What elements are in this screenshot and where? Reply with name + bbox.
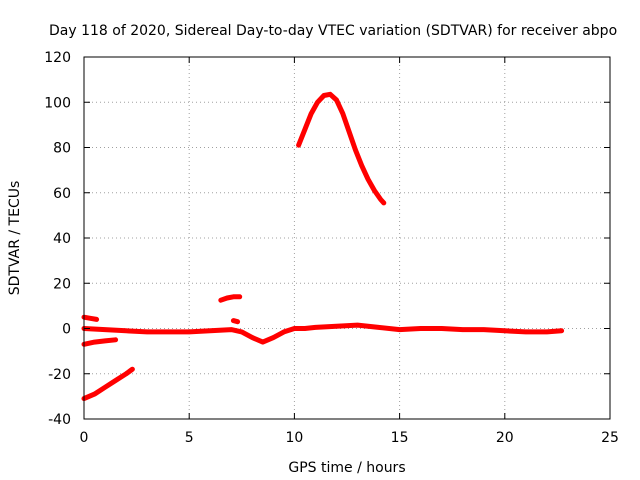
y-tick-label: -40 bbox=[48, 412, 71, 428]
chart-title: Day 118 of 2020, Sidereal Day-to-day VTE… bbox=[49, 23, 617, 39]
x-tick-label: 15 bbox=[391, 430, 409, 446]
y-tick-label: 20 bbox=[53, 276, 71, 292]
x-tick-label: 5 bbox=[185, 430, 194, 446]
series-track-peak bbox=[296, 91, 387, 206]
y-tick-label: 60 bbox=[53, 186, 71, 202]
x-tick-label: 10 bbox=[285, 430, 303, 446]
series-track-ramp bbox=[81, 366, 135, 402]
data-series bbox=[81, 91, 565, 402]
axis-ticks: 0 5 10 15 20 25 -40 -20 0 20 40 60 80 100 120 bbox=[44, 50, 619, 446]
y-tick-label: 0 bbox=[62, 322, 71, 338]
y-axis-label: SDTVAR / TECUs bbox=[7, 181, 23, 296]
y-tick-label: 100 bbox=[44, 95, 71, 111]
series-track-short-high bbox=[218, 294, 243, 303]
plot-frame bbox=[83, 56, 611, 420]
y-tick-label: 120 bbox=[44, 50, 71, 66]
series-track-short-mid bbox=[230, 318, 241, 325]
x-axis-label: GPS time / hours bbox=[288, 460, 405, 476]
series-track-baseline bbox=[81, 322, 565, 345]
y-tick-label: 40 bbox=[53, 231, 71, 247]
gridlines bbox=[84, 57, 610, 419]
y-tick-label: 80 bbox=[53, 141, 71, 157]
x-tick-label: 20 bbox=[496, 430, 514, 446]
x-tick-label: 0 bbox=[80, 430, 89, 446]
series-track-upper-start bbox=[81, 314, 100, 322]
y-tick-label: -20 bbox=[48, 367, 71, 383]
series-track-lower-start bbox=[81, 337, 119, 347]
x-tick-label: 25 bbox=[601, 430, 619, 446]
